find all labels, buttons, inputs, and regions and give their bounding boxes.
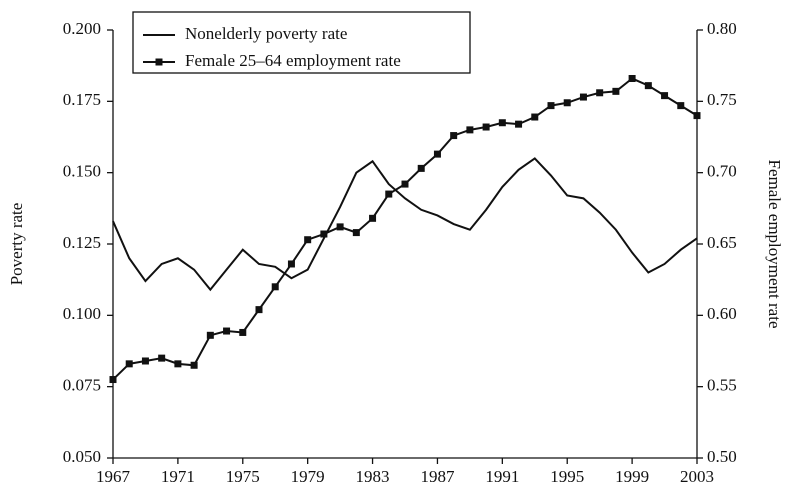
marker <box>287 260 295 268</box>
legend-marker <box>155 58 163 66</box>
marker <box>352 229 360 237</box>
y2-tick-label: 0.65 <box>707 233 737 252</box>
marker <box>579 93 587 101</box>
marker <box>304 236 312 244</box>
marker <box>271 283 279 291</box>
x-tick-label: 1995 <box>550 467 584 486</box>
marker <box>239 328 247 336</box>
marker <box>206 331 214 339</box>
y-tick-label: 0.050 <box>63 447 101 466</box>
marker <box>466 126 474 134</box>
marker <box>596 89 604 97</box>
marker <box>612 87 620 95</box>
marker <box>498 119 506 127</box>
marker <box>190 361 198 369</box>
series-line <box>112 157 698 292</box>
y2-tick-label: 0.50 <box>707 447 737 466</box>
y-tick-label: 0.200 <box>63 19 101 38</box>
marker <box>628 75 636 83</box>
x-tick-label: 1975 <box>226 467 260 486</box>
y-tick-label: 0.100 <box>63 304 101 323</box>
marker <box>563 99 571 107</box>
marker <box>693 112 701 120</box>
marker <box>531 113 539 121</box>
marker <box>255 306 263 314</box>
legend-label: Female 25–64 employment rate <box>185 51 401 70</box>
marker <box>158 354 166 362</box>
marker <box>515 120 523 128</box>
marker <box>401 180 409 188</box>
marker <box>417 164 425 172</box>
x-tick-label: 1983 <box>356 467 390 486</box>
x-tick-label: 1967 <box>96 467 131 486</box>
y2-tick-label: 0.60 <box>707 304 737 323</box>
series-line <box>112 77 698 381</box>
x-tick-label: 2003 <box>680 467 714 486</box>
marker <box>336 223 344 231</box>
marker <box>369 214 377 222</box>
y2-axis-title: Female employment rate <box>765 160 784 329</box>
y-tick-label: 0.075 <box>63 376 101 395</box>
marker <box>661 92 669 100</box>
x-tick-label: 1991 <box>485 467 519 486</box>
y-tick-label: 0.175 <box>63 90 101 109</box>
marker <box>223 327 231 335</box>
y2-tick-label: 0.55 <box>707 376 737 395</box>
y2-tick-label: 0.80 <box>707 19 737 38</box>
legend-box <box>132 11 471 74</box>
y2-tick-label: 0.75 <box>707 90 737 109</box>
x-tick-label: 1999 <box>615 467 649 486</box>
y-tick-label: 0.150 <box>63 162 101 181</box>
marker <box>385 190 393 198</box>
marker <box>125 360 133 368</box>
marker <box>433 150 441 158</box>
marker <box>644 82 652 90</box>
x-tick-label: 1979 <box>291 467 325 486</box>
y-tick-label: 0.125 <box>63 233 101 252</box>
marker <box>174 360 182 368</box>
marker <box>482 123 490 131</box>
marker <box>450 132 458 140</box>
marker <box>547 102 555 110</box>
marker <box>141 357 149 365</box>
marker <box>677 102 685 110</box>
marker <box>109 376 117 384</box>
marker <box>320 230 328 238</box>
y2-tick-label: 0.70 <box>707 162 737 181</box>
x-tick-label: 1987 <box>420 467 455 486</box>
x-tick-label: 1971 <box>161 467 195 486</box>
legend-label: Nonelderly poverty rate <box>185 24 347 43</box>
y-axis-title: Poverty rate <box>7 203 26 286</box>
